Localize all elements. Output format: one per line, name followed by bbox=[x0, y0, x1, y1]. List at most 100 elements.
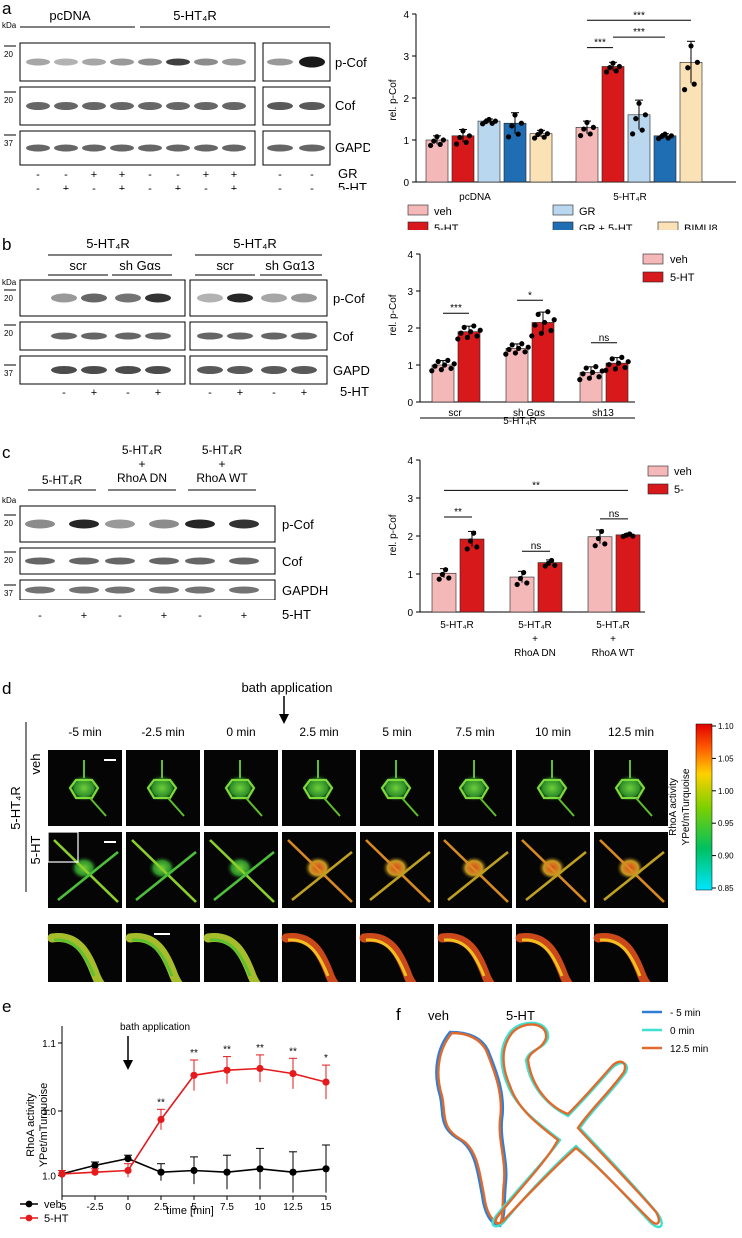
side-label-5ht4r: 5-HT₄R bbox=[8, 786, 23, 830]
data-point bbox=[429, 368, 435, 374]
panel-e: e RhoA activity YPet/mTurquoise time [mi… bbox=[0, 990, 370, 1238]
b-sub-scr-2: scr bbox=[216, 258, 234, 273]
data-point bbox=[289, 1168, 297, 1176]
panel-letter-e: e bbox=[2, 997, 11, 1016]
category-label: sh13 bbox=[592, 408, 614, 419]
legend-swatch bbox=[407, 204, 429, 216]
data-point bbox=[545, 309, 551, 315]
time-label: 7.5 min bbox=[455, 725, 494, 739]
blot-band bbox=[81, 293, 107, 303]
y-tick-label: 0 bbox=[407, 608, 413, 619]
x-tick-label: 12.5 bbox=[283, 1202, 303, 1213]
data-point bbox=[622, 364, 628, 371]
bar-gr-5-ht bbox=[653, 135, 677, 183]
group-label-5ht4r: 5-HT₄R bbox=[173, 8, 217, 23]
blot-band bbox=[166, 58, 190, 66]
colorbar-tick-label: 0.85 bbox=[718, 884, 734, 893]
significance-label: *** bbox=[633, 10, 645, 21]
chart-a-legend: veh 5-HT GR GR + 5-HT BIMU8 bbox=[407, 204, 718, 230]
x-tick-label: 2.5 bbox=[154, 1202, 168, 1213]
data-point bbox=[590, 369, 596, 375]
panel-b-blot: b kDa 5-HT₄R 5-HT₄R scr sh Gαs scr sh Gα… bbox=[0, 230, 370, 399]
blot-band bbox=[222, 102, 246, 110]
data-point bbox=[630, 533, 636, 539]
row-label-veh: veh bbox=[28, 754, 43, 775]
row-label-5ht: 5-HT bbox=[338, 180, 367, 190]
data-point bbox=[613, 68, 619, 74]
data-point bbox=[581, 126, 587, 132]
e-ylabel-1: RhoA activity bbox=[25, 1093, 37, 1157]
sign-gr: - bbox=[278, 169, 282, 181]
legend-label: GR + 5-HT bbox=[579, 223, 633, 230]
legend-swatch bbox=[657, 221, 679, 230]
panel-letter-f: f bbox=[396, 1005, 401, 1024]
data-point bbox=[596, 374, 602, 380]
data-point bbox=[595, 535, 601, 542]
blot-band bbox=[229, 586, 259, 594]
y-tick-label: 1.0 bbox=[42, 1172, 56, 1183]
significance-label: ** bbox=[223, 1045, 231, 1056]
data-point bbox=[446, 575, 452, 581]
c-group-label: + bbox=[138, 457, 145, 471]
category-label: 5-HT₄R bbox=[596, 620, 630, 631]
data-point bbox=[619, 354, 625, 360]
sign-5ht: - bbox=[92, 183, 96, 190]
marker-37: 37 bbox=[4, 369, 13, 378]
chart-a-group-5ht4r: 5-HT₄R bbox=[613, 192, 647, 203]
sign-gr: - bbox=[310, 169, 314, 181]
panel-d-svg: d bath application -5 min -2.5 min 0 min 2.… bbox=[2, 679, 734, 982]
y-tick-label: 1.1 bbox=[42, 1039, 56, 1050]
data-point bbox=[190, 1071, 198, 1079]
category-label: sh Gαs bbox=[513, 408, 545, 419]
bar-gr bbox=[477, 120, 501, 183]
bar-veh bbox=[505, 348, 529, 403]
b-group-2: 5-HT₄R bbox=[233, 236, 277, 251]
sign-gr: - bbox=[64, 169, 68, 181]
blot-band bbox=[299, 144, 325, 152]
bar-veh bbox=[431, 572, 457, 613]
significance-label: *** bbox=[450, 303, 462, 314]
image-5ht bbox=[204, 832, 278, 908]
data-point bbox=[630, 131, 636, 137]
data-point bbox=[592, 543, 598, 549]
sign-5ht: - bbox=[118, 610, 122, 622]
data-point bbox=[529, 333, 535, 339]
data-point bbox=[322, 1165, 330, 1173]
y-tick-label: 3 bbox=[407, 494, 413, 505]
data-point bbox=[464, 334, 470, 341]
panel-letter-c: c bbox=[2, 443, 11, 462]
e-xlabel: time [min] bbox=[166, 1205, 214, 1217]
blot-band bbox=[69, 519, 99, 529]
chart-c-ylabel: rel. p-Cof bbox=[388, 514, 399, 555]
data-point bbox=[454, 141, 460, 147]
f-label-veh: veh bbox=[428, 1008, 449, 1023]
data-point bbox=[256, 1064, 264, 1073]
bar-bimu8 bbox=[529, 133, 553, 183]
data-point bbox=[157, 1115, 165, 1124]
blot-band bbox=[51, 366, 77, 374]
blot-band bbox=[149, 519, 179, 529]
data-point bbox=[549, 557, 555, 564]
data-point bbox=[518, 120, 524, 126]
legend-label: GR bbox=[579, 206, 596, 218]
blot-band bbox=[149, 586, 179, 594]
y-tick-label: 0 bbox=[407, 398, 413, 409]
data-point bbox=[583, 365, 589, 371]
data-point bbox=[603, 367, 609, 373]
data-point bbox=[455, 336, 461, 342]
data-point bbox=[538, 128, 544, 134]
y-tick-label: 2 bbox=[403, 94, 409, 105]
blot-band bbox=[138, 144, 162, 152]
image-5ht bbox=[126, 832, 200, 908]
data-point bbox=[437, 141, 443, 147]
data-point bbox=[604, 69, 610, 75]
significance-label: ns bbox=[531, 541, 542, 552]
sign-5ht: - bbox=[204, 183, 208, 190]
sign-5ht: - bbox=[278, 183, 282, 190]
data-point bbox=[625, 359, 631, 365]
blot-band bbox=[69, 586, 99, 594]
sign-5ht: - bbox=[198, 610, 202, 622]
data-point bbox=[593, 364, 599, 370]
marker-20-pcof: 20 bbox=[4, 50, 13, 59]
blot-band bbox=[145, 332, 171, 340]
